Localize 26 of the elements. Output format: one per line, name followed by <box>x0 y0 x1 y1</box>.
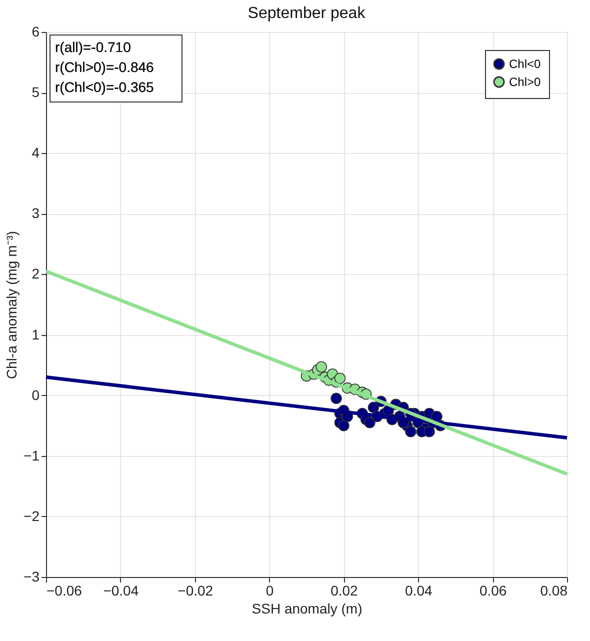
x-tick-label: 0 <box>266 582 274 598</box>
y-tick-label: 0 <box>32 386 40 403</box>
y-tick-label: −1 <box>24 447 40 464</box>
x-tick-label: −0.02 <box>178 582 214 598</box>
legend-label: Chl<0 <box>509 57 542 71</box>
x-tick-label: −0.06 <box>46 582 82 598</box>
y-tick-label: 1 <box>32 326 40 342</box>
y-tick-label: 6 <box>32 24 40 40</box>
legend-label: Chl>0 <box>509 75 542 89</box>
x-tick-label: 0.06 <box>479 582 507 598</box>
y-axis-title: Chl-a anomaly (mg m⁻³) <box>4 230 20 380</box>
x-tick-label: 0.08 <box>540 582 568 598</box>
annotation: r(Chl>0)=-0.846 <box>55 59 154 75</box>
y-tick-label: −3 <box>24 568 40 584</box>
y-tick-label: −2 <box>24 508 40 524</box>
y-tick-label: 3 <box>32 205 40 222</box>
chart-title: September peak <box>248 5 366 22</box>
annotation: r(Chl<0)=-0.365 <box>55 79 154 95</box>
annotation: r(all)=-0.710 <box>55 39 132 55</box>
x-tick-label: −0.04 <box>103 582 139 598</box>
y-tick-label: 2 <box>32 266 40 282</box>
y-tick-label: 5 <box>32 84 40 100</box>
y-tick-label: 4 <box>32 144 40 161</box>
x-tick-label: 0.04 <box>405 582 432 598</box>
x-tick-label: 0.02 <box>330 582 358 598</box>
x-axis-title: SSH anomaly (m) <box>252 600 362 616</box>
